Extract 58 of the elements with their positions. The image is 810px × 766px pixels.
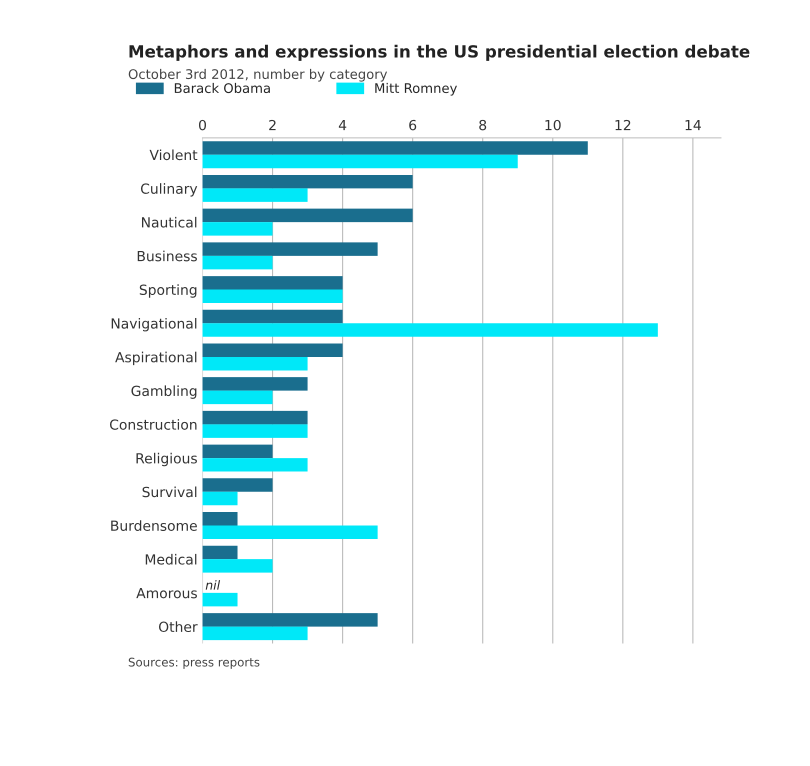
bar	[202, 546, 238, 560]
chart-title: Metaphors and expressions in the US presidential election debate	[130, 44, 750, 61]
bar	[202, 154, 518, 168]
legend-label: Mitt Romney	[375, 82, 457, 96]
bar	[202, 592, 238, 606]
y-tick-label: Burdensome	[111, 520, 197, 531]
y-tick-label: Religious	[136, 452, 197, 466]
x-tick-label: 4	[338, 120, 346, 130]
x-tick-label: 10	[545, 120, 561, 130]
y-tick-label: Amorous	[136, 588, 197, 598]
bar	[202, 356, 308, 370]
x-tick-label: 14	[686, 120, 701, 130]
y-tick-label: Construction	[110, 419, 196, 430]
bar	[202, 559, 273, 573]
bar	[202, 525, 378, 539]
bar	[202, 478, 273, 492]
bar	[202, 458, 308, 472]
source-note: Sources: press reports	[128, 658, 260, 669]
bar	[202, 256, 273, 270]
bar	[202, 444, 273, 458]
bar	[202, 222, 273, 236]
y-tick-label: Medical	[146, 554, 196, 565]
bar	[202, 492, 238, 506]
y-tick-label: Other	[158, 621, 198, 632]
bar	[202, 512, 238, 526]
bar	[202, 626, 308, 640]
y-tick-label: Culinary	[140, 183, 198, 197]
bar	[202, 323, 658, 337]
annotation: nil	[206, 580, 220, 590]
y-tick-label: Nautical	[142, 216, 196, 228]
x-tick-label: 0	[198, 120, 206, 130]
legend-label: Barack Obama	[174, 82, 270, 94]
bar	[202, 390, 273, 404]
bar	[202, 242, 378, 256]
bar	[202, 290, 343, 304]
bar	[202, 141, 588, 155]
bar	[202, 377, 308, 391]
chart-subtitle: October 3rd 2012, number by category	[128, 68, 388, 82]
bar	[202, 613, 378, 627]
y-tick-label: Survival	[142, 486, 196, 498]
x-tick-label: 12	[616, 120, 630, 130]
x-tick-label: 8	[479, 120, 486, 130]
bar	[202, 188, 308, 202]
y-tick-label: Aspirational	[115, 352, 196, 366]
y-tick-label: Violent	[150, 149, 198, 160]
y-tick-label: Business	[138, 250, 197, 262]
y-tick-label: Navigational	[112, 318, 196, 332]
y-tick-label: Sporting	[140, 284, 196, 298]
bar	[202, 208, 413, 222]
x-tick-label: 6	[409, 120, 416, 130]
bar	[202, 343, 343, 357]
y-tick-label: Gambling	[131, 385, 196, 399]
x-tick-label: 2	[269, 120, 276, 130]
bar	[202, 410, 308, 424]
bar	[202, 276, 343, 290]
bar	[202, 424, 308, 438]
bar	[202, 310, 343, 324]
bar	[202, 174, 413, 188]
